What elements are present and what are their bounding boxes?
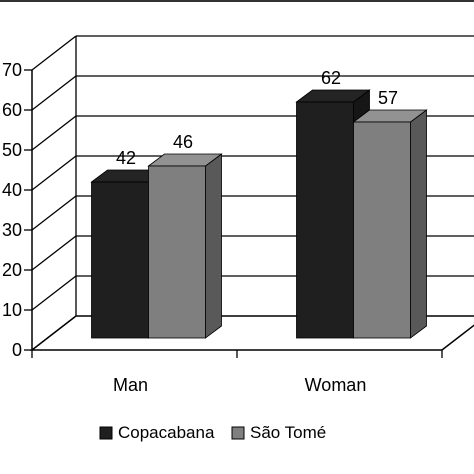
gridline-side <box>31 275 77 311</box>
legend-label: Copacabana <box>118 423 215 442</box>
legend: Copacabana São Tomé <box>99 423 326 442</box>
category-label: Woman <box>305 375 367 395</box>
gridline-side <box>31 155 77 191</box>
gridline-side <box>31 75 77 111</box>
dark-square-icon <box>99 426 113 440</box>
bar-Copacabana-Woman <box>296 101 354 339</box>
y-tick-label: 70 <box>2 60 22 80</box>
data-label: 42 <box>116 148 136 168</box>
y-tick-label: 10 <box>2 300 22 320</box>
category-label: Man <box>113 375 148 395</box>
y-tick-label: 20 <box>2 260 22 280</box>
y-tick-label: 50 <box>2 140 22 160</box>
legend-label: São Tomé <box>250 423 326 442</box>
data-label: 62 <box>321 68 341 88</box>
data-label: 46 <box>173 132 193 152</box>
gridline-side <box>31 35 77 71</box>
bar-São Tomé-Woman <box>353 121 411 339</box>
data-labels: 42 46 62 57 <box>116 68 398 168</box>
y-tick-label: 0 <box>12 340 22 360</box>
bar-São Tomé-Man <box>148 165 206 339</box>
bars <box>90 89 428 339</box>
category-labels: Man Woman <box>113 375 366 395</box>
y-tick-label: 60 <box>2 100 22 120</box>
data-label: 57 <box>378 88 398 108</box>
bar-side-São Tomé-Man <box>205 153 222 339</box>
gray-square-icon <box>231 426 245 440</box>
y-tick-label: 30 <box>2 220 22 240</box>
gridline-side <box>31 195 77 231</box>
gridline-side <box>31 235 77 271</box>
gridline-side <box>31 115 77 151</box>
bar-side-São Tomé-Woman <box>410 109 427 339</box>
y-tick-label: 40 <box>2 180 22 200</box>
bar-Copacabana-Man <box>91 181 149 339</box>
